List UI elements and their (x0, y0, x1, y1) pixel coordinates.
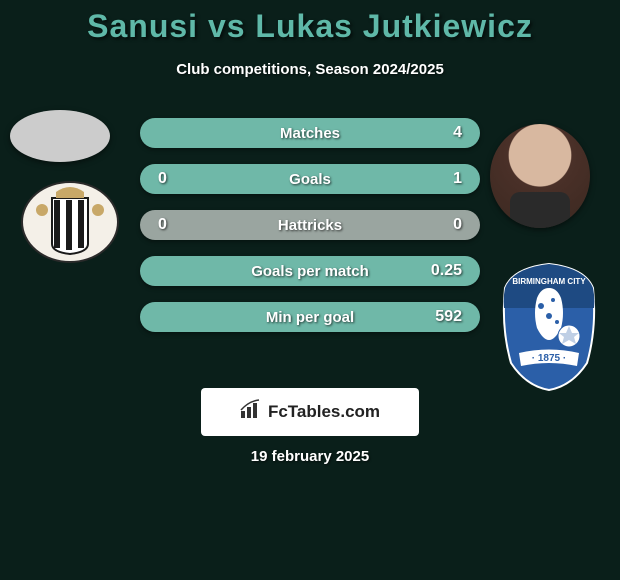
stat-right-value: 1 (428, 170, 462, 188)
stat-pill: 0 Hattricks 0 (140, 210, 480, 240)
stat-right-value: 0.25 (428, 262, 462, 280)
stat-right-value: 592 (428, 308, 462, 326)
club-left-crest (20, 180, 120, 265)
page-title: Sanusi vs Lukas Jutkiewicz (0, 8, 620, 45)
stat-right-value: 0 (428, 216, 462, 234)
stat-left-value: 0 (158, 170, 192, 188)
subtitle: Club competitions, Season 2024/2025 (0, 61, 620, 78)
stat-pill: Goals per match 0.25 (140, 256, 480, 286)
stat-label: Goals per match (251, 263, 369, 280)
footer-site-text: FcTables.com (268, 402, 380, 422)
stat-pill: Min per goal 592 (140, 302, 480, 332)
club-right-crest: BIRMINGHAM CITY · 1875 · (497, 258, 602, 393)
stat-right-value: 4 (428, 124, 462, 142)
stat-label: Goals (289, 171, 331, 188)
crest-top-text: BIRMINGHAM CITY (512, 277, 586, 286)
stat-pill: Matches 4 (140, 118, 480, 148)
date: 19 february 2025 (251, 448, 369, 465)
stat-label: Min per goal (266, 309, 354, 326)
stat-pill: 0 Goals 1 (140, 164, 480, 194)
stat-label: Hattricks (278, 217, 342, 234)
player-left-photo (10, 110, 110, 162)
player-right-photo (490, 124, 590, 228)
crest-year: · 1875 · (532, 353, 566, 364)
footer-logo: FcTables.com (201, 388, 419, 436)
stat-left-value: 0 (158, 216, 192, 234)
stat-label: Matches (280, 125, 340, 142)
chart-icon (240, 399, 262, 425)
